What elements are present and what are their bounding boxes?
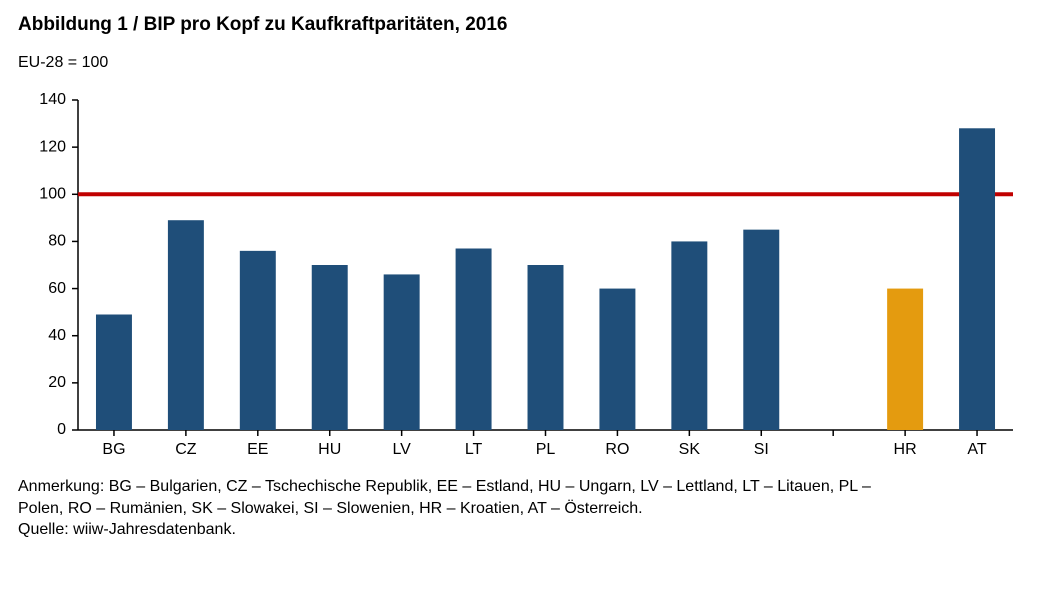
bar-chart: 0 20 40 60 80 100 120 140 BG CZ EE HU LV LT PL RO SK SI HR… xyxy=(18,80,1018,470)
svg-text:100: 100 xyxy=(39,186,66,203)
svg-text:LT: LT xyxy=(465,441,483,458)
chart-title: Abbildung 1 / BIP pro Kopf zu Kaufkraftp… xyxy=(18,14,1025,36)
svg-text:HU: HU xyxy=(318,441,341,458)
footnote-line: Polen, RO – Rumänien, SK – Slowakei, SI … xyxy=(18,498,1023,520)
footnote-line: Anmerkung: BG – Bulgarien, CZ – Tschechi… xyxy=(18,476,1023,498)
svg-text:140: 140 xyxy=(39,91,66,108)
svg-text:BG: BG xyxy=(102,441,125,458)
page-root: Abbildung 1 / BIP pro Kopf zu Kaufkraftp… xyxy=(0,0,1043,589)
chart-subtitle: EU-28 = 100 xyxy=(18,54,1025,72)
chart-container: 0 20 40 60 80 100 120 140 BG CZ EE HU LV LT PL RO SK SI HR… xyxy=(18,80,1018,470)
svg-text:RO: RO xyxy=(605,441,629,458)
svg-text:80: 80 xyxy=(48,233,66,250)
footnote-line: Quelle: wiiw-Jahresdatenbank. xyxy=(18,519,1023,541)
svg-text:SK: SK xyxy=(679,441,701,458)
svg-text:HR: HR xyxy=(894,441,917,458)
svg-text:CZ: CZ xyxy=(175,441,197,458)
svg-text:LV: LV xyxy=(392,441,411,458)
chart-footnote: Anmerkung: BG – Bulgarien, CZ – Tschechi… xyxy=(18,476,1023,541)
svg-text:40: 40 xyxy=(48,327,66,344)
svg-text:60: 60 xyxy=(48,280,66,297)
svg-text:AT: AT xyxy=(967,441,986,458)
svg-text:120: 120 xyxy=(39,138,66,155)
svg-text:EE: EE xyxy=(247,441,268,458)
svg-text:20: 20 xyxy=(48,374,66,391)
svg-text:SI: SI xyxy=(754,441,769,458)
svg-text:PL: PL xyxy=(536,441,556,458)
svg-text:0: 0 xyxy=(57,421,66,438)
